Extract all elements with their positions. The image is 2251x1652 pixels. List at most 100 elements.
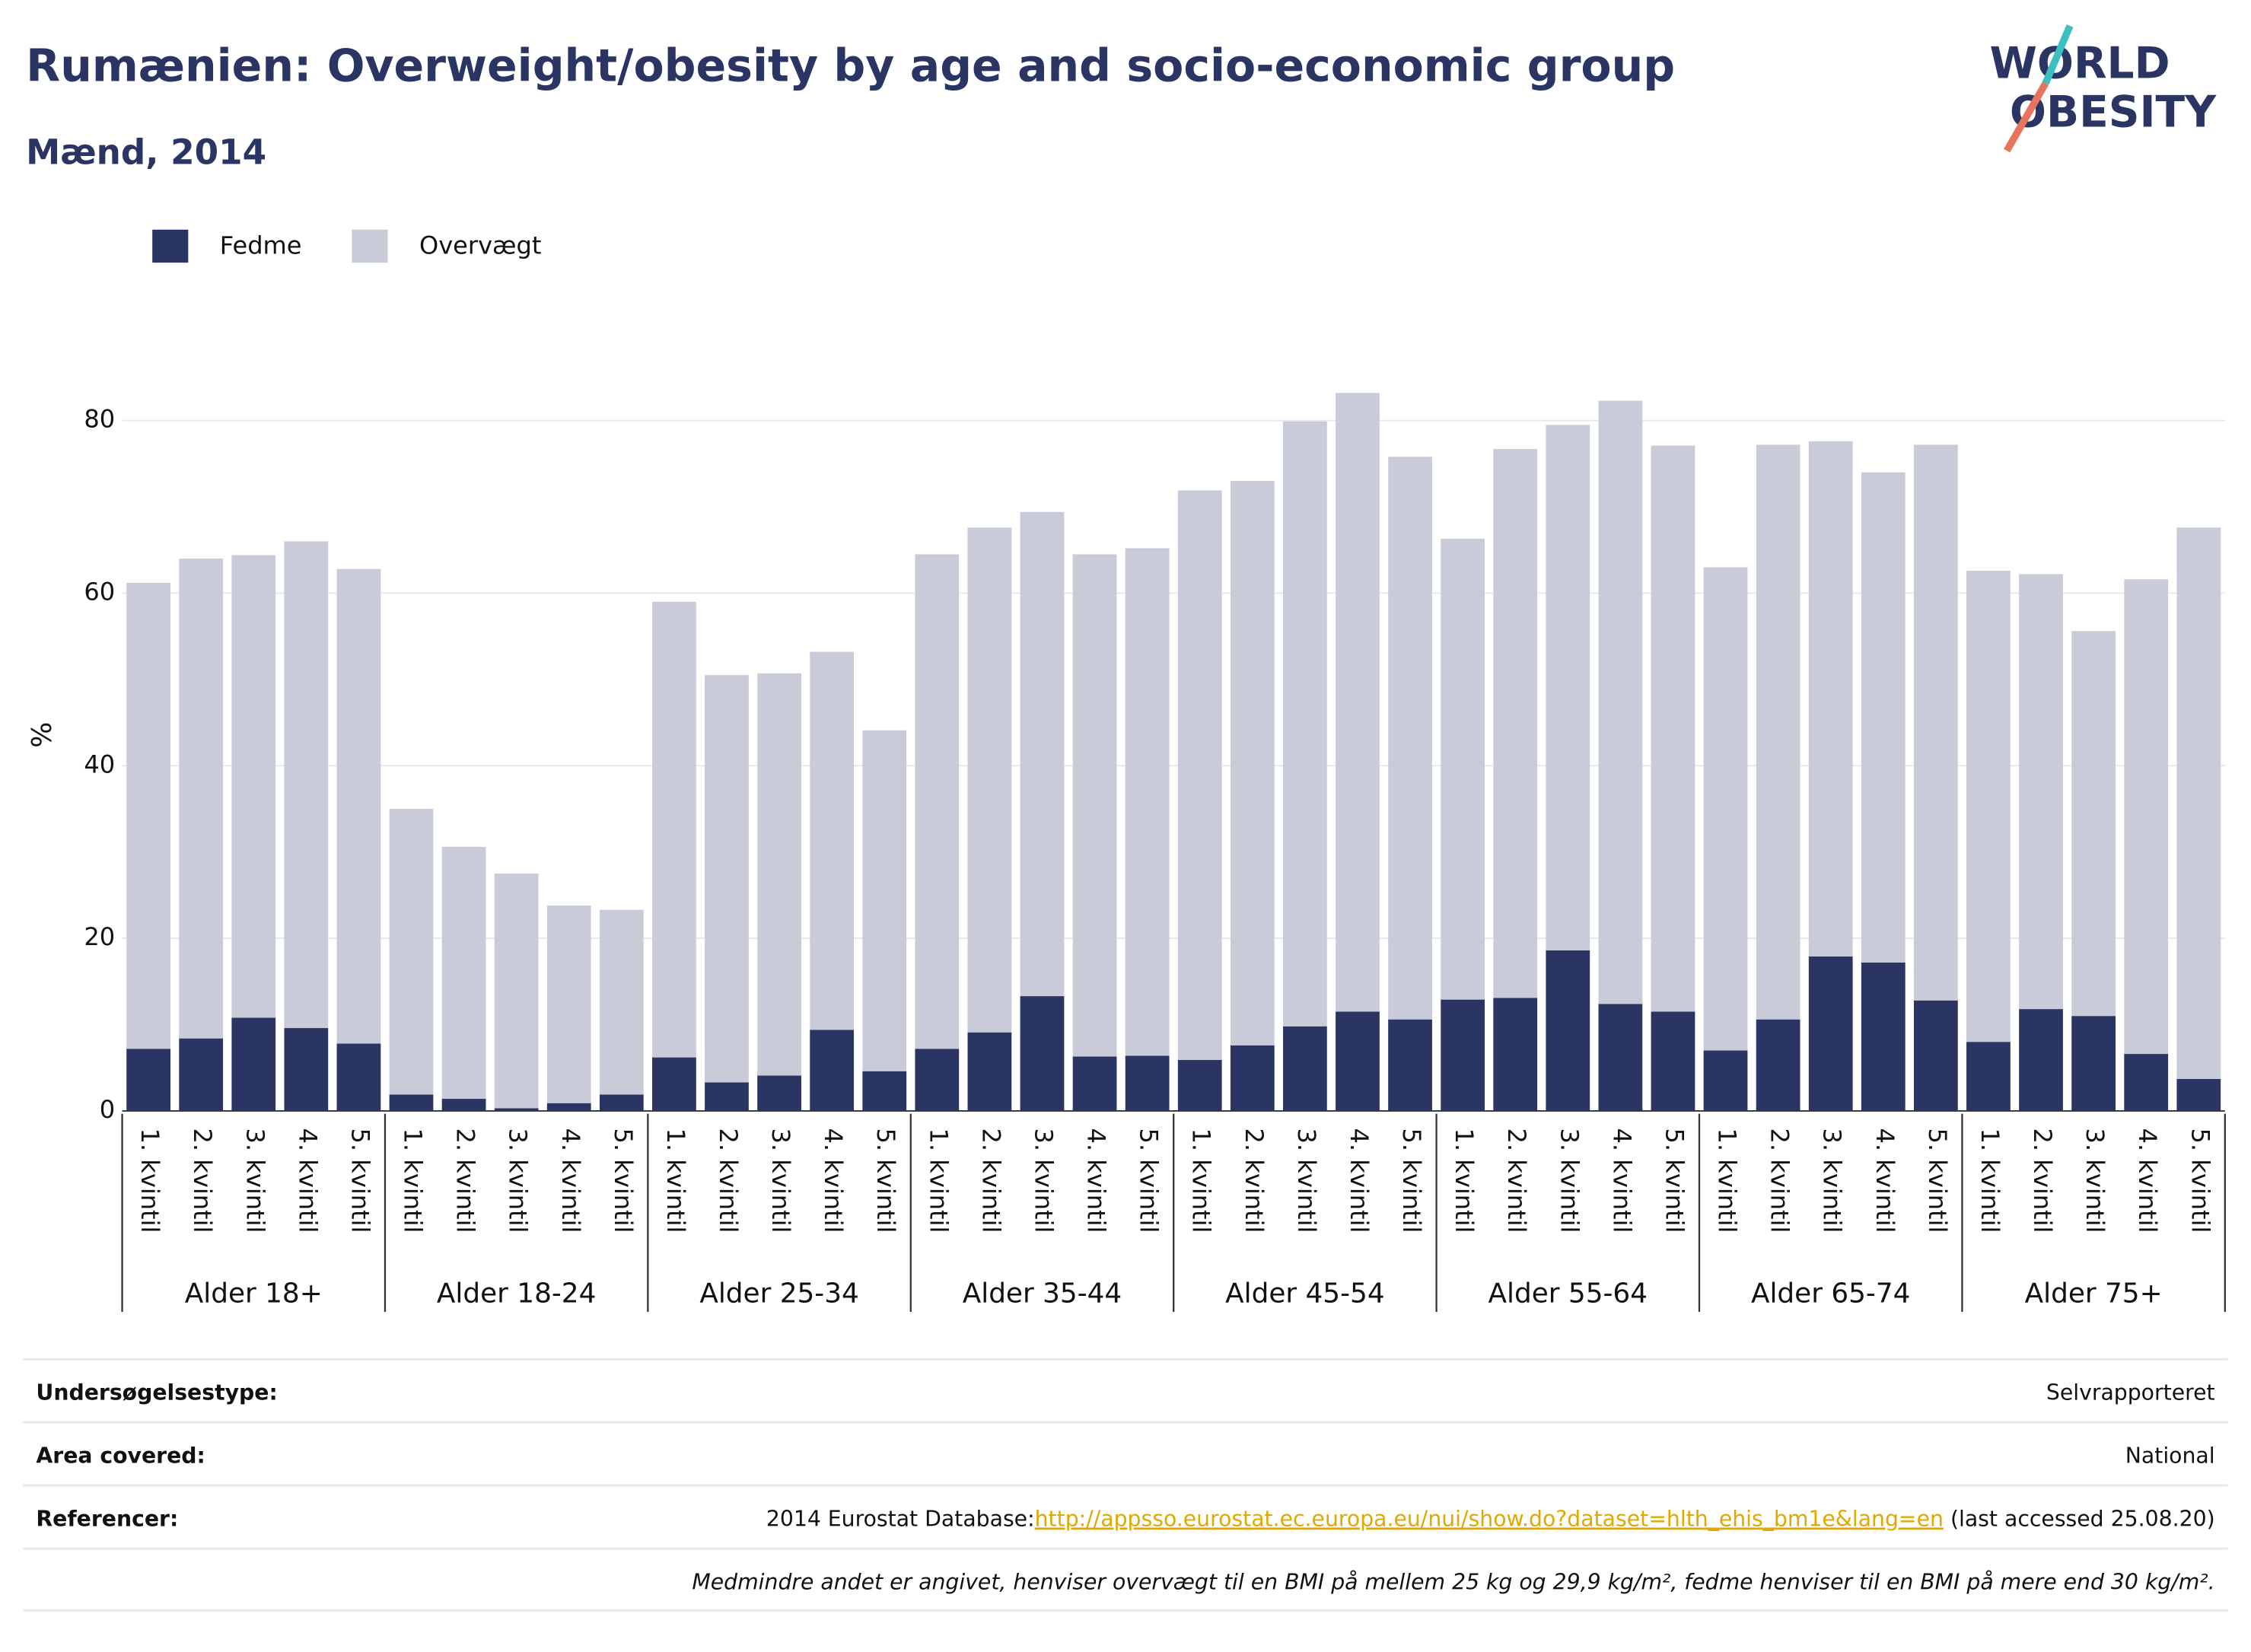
x-tick-label: 3. kvintil	[240, 1128, 269, 1233]
bar-segment	[1493, 449, 1538, 998]
table-value-part: Selvrapporteret	[2046, 1380, 2215, 1405]
bar-segment	[1441, 999, 1485, 1111]
bar-segment	[1703, 1050, 1748, 1111]
x-tick-label: 5. kvintil	[345, 1128, 374, 1233]
bar-segment	[2019, 574, 2063, 1010]
group-label: Alder 55-64	[1488, 1278, 1648, 1309]
bar-segment	[1388, 1019, 1432, 1111]
x-tick-label: 1. kvintil	[1450, 1128, 1479, 1233]
logo: WORLD OBESITY	[1989, 24, 2217, 153]
group-label: Alder 18-24	[437, 1278, 596, 1309]
bar-segment	[441, 846, 486, 1100]
x-tick-label: 3. kvintil	[766, 1128, 795, 1233]
group-label: Alder 65-74	[1751, 1278, 1910, 1309]
x-tick-label: 2. kvintil	[2028, 1128, 2057, 1233]
bar-segment	[2071, 631, 2116, 1017]
bar-segment	[1598, 1004, 1643, 1111]
y-tick-label: 60	[84, 577, 115, 606]
bar-segment	[967, 527, 1012, 1033]
bar-segment	[284, 541, 329, 1029]
x-tick-label: 2. kvintil	[976, 1128, 1005, 1233]
bar-segment	[1441, 539, 1485, 1000]
bar-segment	[1125, 1055, 1170, 1111]
bar-segment	[126, 582, 170, 1049]
bar-segment	[1230, 481, 1275, 1046]
x-tick-label: 1. kvintil	[399, 1128, 428, 1233]
logo-slash	[2004, 81, 2049, 153]
bar-segment	[336, 568, 381, 1044]
y-tick-label: 0	[100, 1095, 115, 1124]
bar-segment	[810, 651, 855, 1030]
group-label: Alder 45-54	[1225, 1278, 1384, 1309]
bar-segment	[546, 1103, 591, 1111]
bar-segment	[1756, 1019, 1800, 1111]
bar-segment	[2124, 579, 2169, 1055]
reference-link[interactable]: http://appsso.eurostat.ec.europa.eu/nui/…	[1035, 1506, 1944, 1531]
bar-segment	[336, 1043, 381, 1111]
x-tick-label: 4. kvintil	[1607, 1128, 1636, 1233]
group-label: Alder 25-34	[699, 1278, 858, 1309]
x-tick-label: 2. kvintil	[188, 1128, 217, 1233]
x-tick-label: 5. kvintil	[2186, 1128, 2214, 1233]
bar-segment	[1177, 490, 1222, 1060]
x-tick-label: 4. kvintil	[2133, 1128, 2162, 1233]
bar-segment	[494, 1108, 539, 1111]
bar-segment	[179, 559, 224, 1039]
bar-segment	[1336, 1011, 1380, 1111]
bar-segment	[599, 1094, 644, 1111]
chart-subtitle: Mænd, 2014	[26, 132, 266, 173]
bar-segment	[1546, 950, 1590, 1111]
bar-segment	[2176, 1078, 2221, 1111]
table-value: National	[2125, 1443, 2215, 1468]
x-tick-label: 4. kvintil	[1871, 1128, 1899, 1233]
legend-swatch	[152, 229, 189, 263]
y-tick-label: 40	[84, 750, 115, 778]
y-tick-label: 80	[84, 405, 115, 434]
x-tick-label: 5. kvintil	[1135, 1128, 1164, 1233]
bar-segment	[546, 905, 591, 1103]
bar-segment	[1230, 1045, 1275, 1111]
x-tick-label: 4. kvintil	[1082, 1128, 1111, 1233]
bar-segment	[1072, 1056, 1117, 1111]
bar-segment	[2124, 1054, 2169, 1111]
bar-segment	[231, 1017, 276, 1111]
footnote: Medmindre andet er angivet, henviser ove…	[692, 1569, 2214, 1594]
x-tick-label: 5. kvintil	[871, 1128, 900, 1233]
x-tick-label: 4. kvintil	[1345, 1128, 1374, 1233]
table-value-part: National	[2125, 1443, 2215, 1468]
group-label: Alder 35-44	[963, 1278, 1122, 1309]
bar-segment	[284, 1028, 329, 1111]
bar-segment	[915, 1049, 960, 1111]
bar-segment	[1966, 570, 2011, 1042]
bar-segment	[1861, 962, 1906, 1111]
bar-segment	[757, 1075, 801, 1111]
table-value: 2014 Eurostat Database:http://appsso.eur…	[766, 1506, 2215, 1531]
bar-segment	[494, 874, 539, 1109]
bar-segment	[1020, 996, 1065, 1111]
bar-segment	[1283, 1026, 1327, 1111]
logo-text: WORLD	[1989, 38, 2170, 88]
y-tick-label: 20	[84, 922, 115, 951]
legend-label: Overvægt	[419, 231, 541, 259]
x-tick-label: 2. kvintil	[1502, 1128, 1531, 1233]
bar-segment	[1598, 400, 1643, 1004]
x-tick-label: 2. kvintil	[1765, 1128, 1794, 1233]
x-tick-label: 3. kvintil	[1292, 1128, 1321, 1233]
bar-segment	[862, 1071, 907, 1111]
x-tick-label: 1. kvintil	[1187, 1128, 1216, 1233]
bar-segment	[705, 1082, 749, 1111]
bar-segment	[231, 555, 276, 1018]
logo-slash	[2042, 24, 2074, 85]
bar-segment	[1493, 998, 1538, 1111]
bar-segment	[1651, 1011, 1695, 1111]
bar-segment	[1861, 472, 1906, 963]
bar-segment	[2019, 1009, 2063, 1111]
bar-segment	[2176, 527, 2221, 1079]
bar-segment	[915, 554, 960, 1049]
bar-segment	[1125, 548, 1170, 1056]
y-axis-label: %	[27, 722, 58, 748]
bar-segment	[179, 1038, 224, 1111]
bar-segment	[862, 730, 907, 1071]
bar-segment	[967, 1032, 1012, 1111]
